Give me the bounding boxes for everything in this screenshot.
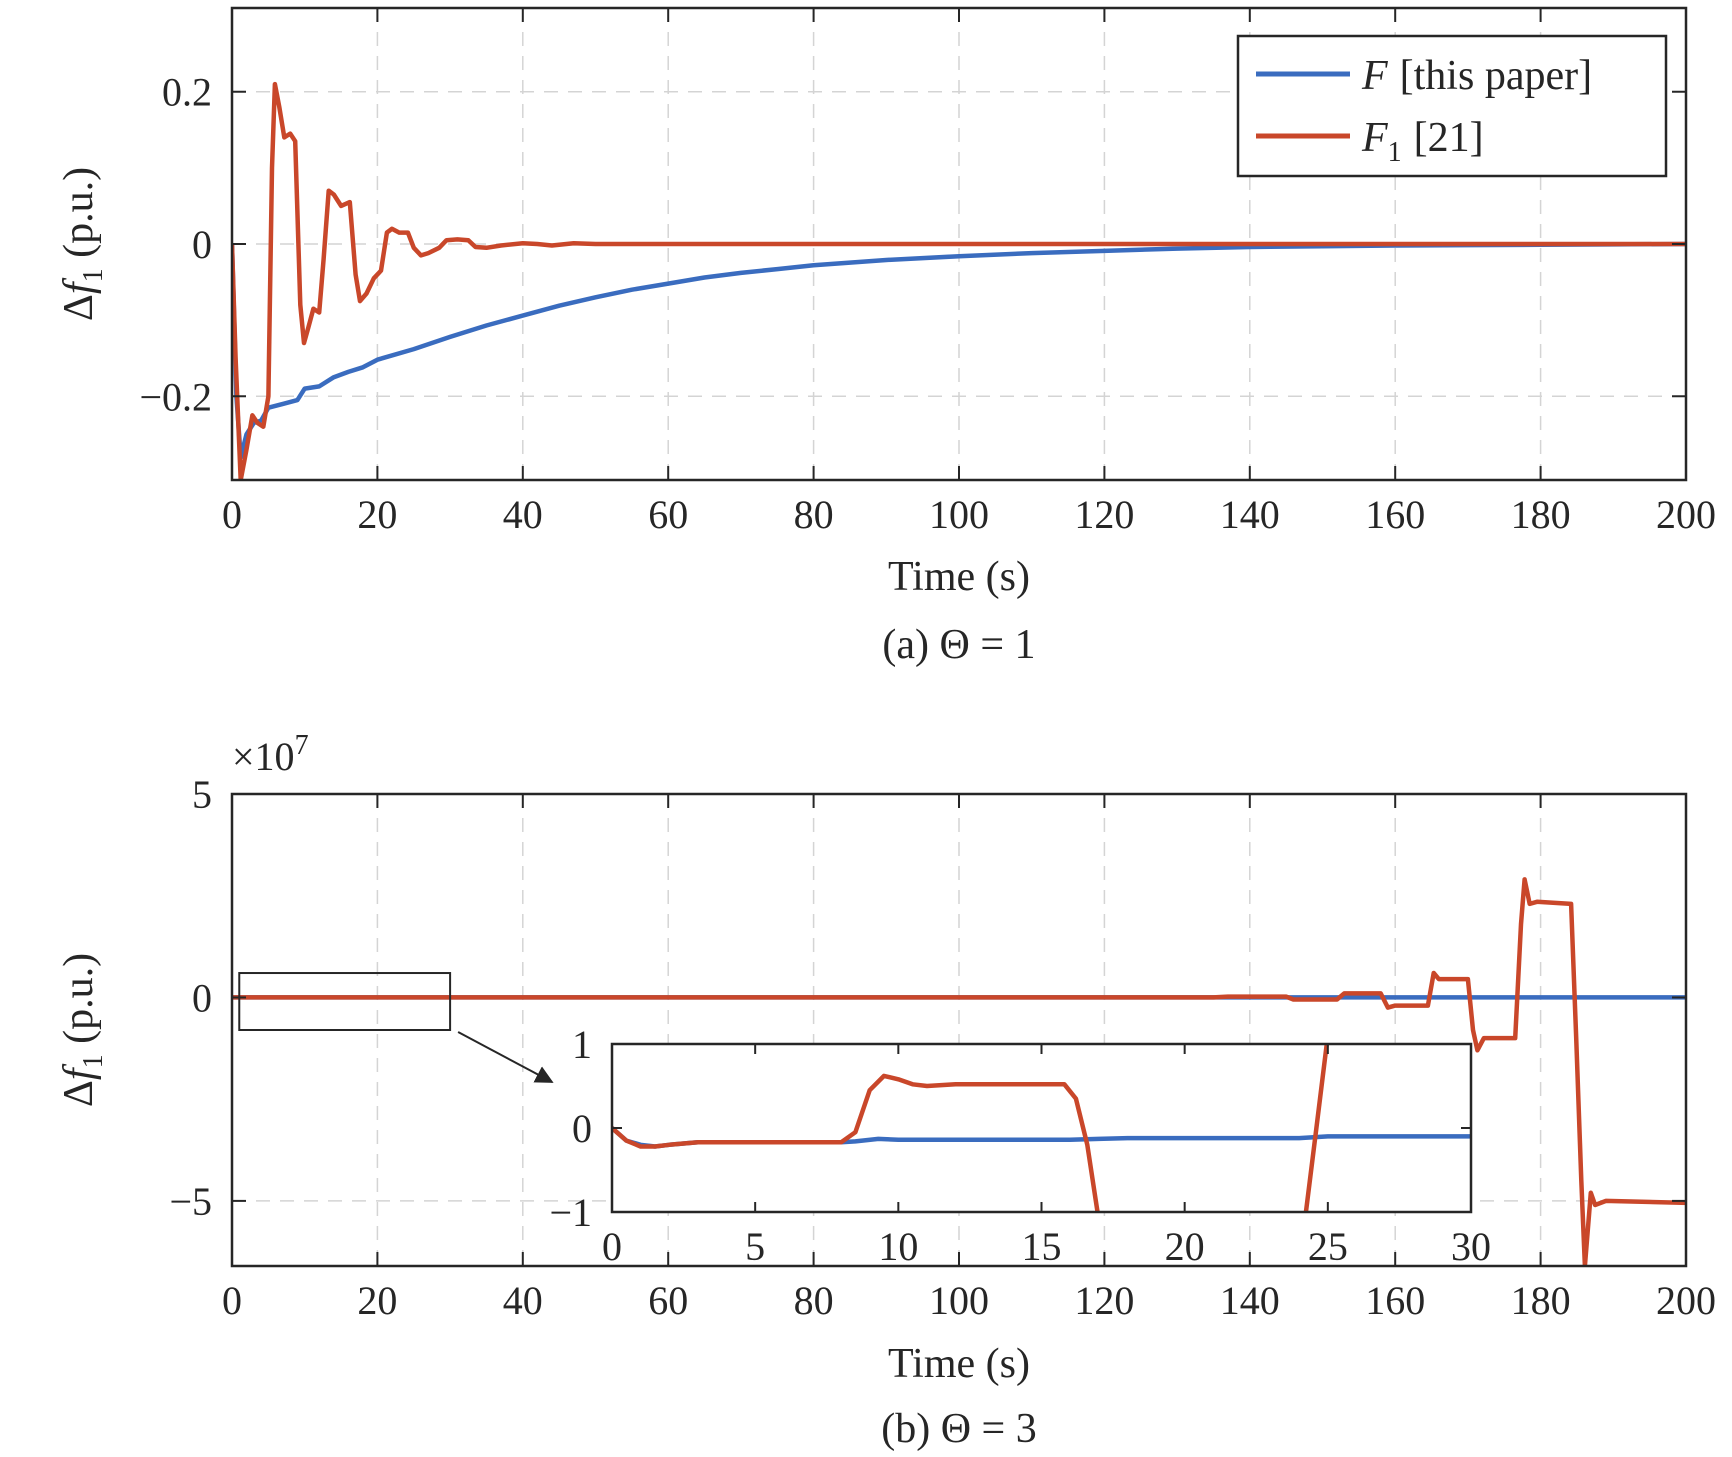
inset-series-line-f1-21 [612,1044,1330,1212]
x-tick-label: 140 [1220,1278,1280,1323]
y-tick-label: 0 [192,222,212,267]
x-tick-label: 40 [503,1278,543,1323]
legend-f1-text: [21] [1414,115,1484,161]
x-tick-label: 0 [602,1224,622,1269]
y-tick-label: 0.2 [162,70,212,115]
y-tick-label: 5 [192,772,212,817]
y-tick-label: −0.2 [139,374,212,419]
x-tick-label: 180 [1511,1278,1571,1323]
legend-label-f1: F1 [21] [1361,115,1484,168]
x-tick-label: 25 [1308,1224,1348,1269]
x-tick-label: 0 [222,492,242,537]
ylabel-a-sub: 1 [78,268,109,282]
x-tick-label: 160 [1365,1278,1425,1323]
x-tick-label: 200 [1656,492,1716,537]
panel-b: 0 20 40 60 80 100 120 140 160 180 200−505 ×107 Δf1… [56,730,1716,1452]
y-tick-label: 0 [192,975,212,1020]
y-multiplier: ×107 [232,730,309,779]
x-tick-label: 140 [1220,492,1280,537]
legend-f1-sub: 1 [1388,137,1402,168]
x-tick-label: 40 [503,492,543,537]
caption-b: (b) Θ = 3 [881,1406,1037,1452]
x-tick-label: 120 [1074,1278,1134,1323]
panel-a: 0 20 40 60 80 100 120 140 160 180 200 −0.2 0 0.2 Δf1 … [56,6,1716,668]
zoom-box [238,972,452,1032]
x-tick-label: 20 [357,492,397,537]
ylabel-b-sub: 1 [78,1054,109,1068]
x-tick-label: 20 [1165,1224,1205,1269]
y-multiplier-exp: 7 [295,730,309,761]
legend: F [this paper] F1 [21] [1236,34,1668,178]
x-tick-label: 0 [222,1278,242,1323]
x-tick-label: 30 [1451,1224,1491,1269]
legend-f-text: [this paper] [1400,53,1592,99]
xlabel-b: Time (s) [888,1341,1030,1387]
x-tick-label: 100 [929,492,989,537]
y-multiplier-base: ×10 [232,734,295,779]
caption-a: (a) Θ = 1 [882,622,1035,668]
zoom-arrow [457,1031,554,1083]
ylabel-b: Δf1 (p.u.) [56,953,109,1107]
ylabel-b-unit: (p.u.) [56,953,102,1054]
ylabel-a-unit: (p.u.) [56,167,102,268]
y-tick-label: −5 [169,1179,212,1224]
legend-f1-symbol: F [1361,115,1388,161]
ylabel-a: Δf1 (p.u.) [56,167,109,321]
inset-ticks: 0 5 10 15 20 25 30−101 [549,1022,1491,1269]
x-tick-label: 10 [878,1224,918,1269]
ticks-a: 0 20 40 60 80 100 120 140 160 180 200 −0.2 0 0.2 [139,8,1716,537]
y-tick-label: 1 [572,1022,592,1067]
series-line-f1-21 [232,81,1686,480]
inset-plot-area [612,1044,1471,1212]
x-tick-label: 120 [1074,492,1134,537]
x-tick-label: 80 [794,1278,834,1323]
series-line-f-this-paper [232,241,1686,460]
y-tick-label: 0 [572,1106,592,1151]
series-line-f1-21 [232,877,1686,1266]
x-tick-label: 200 [1656,1278,1716,1323]
x-tick-label: 80 [794,492,834,537]
legend-label-f: F [this paper] [1361,53,1592,99]
x-tick-label: 5 [745,1224,765,1269]
x-tick-label: 60 [648,492,688,537]
y-tick-label: −1 [549,1190,592,1235]
x-tick-label: 180 [1511,492,1571,537]
legend-box [1236,34,1668,178]
x-tick-label: 60 [648,1278,688,1323]
x-tick-label: 20 [357,1278,397,1323]
x-tick-label: 15 [1022,1224,1062,1269]
inset: 0 5 10 15 20 25 30−101 [549,1022,1491,1269]
legend-f-symbol: F [1361,53,1388,99]
x-tick-label: 100 [929,1278,989,1323]
ylabel-b-delta: Δ [56,1080,102,1107]
x-tick-label: 160 [1365,492,1425,537]
xlabel-a: Time (s) [888,554,1030,600]
ylabel-a-delta: Δ [56,294,102,321]
ticks-b: 0 20 40 60 80 100 120 140 160 180 200−505 [169,772,1716,1323]
